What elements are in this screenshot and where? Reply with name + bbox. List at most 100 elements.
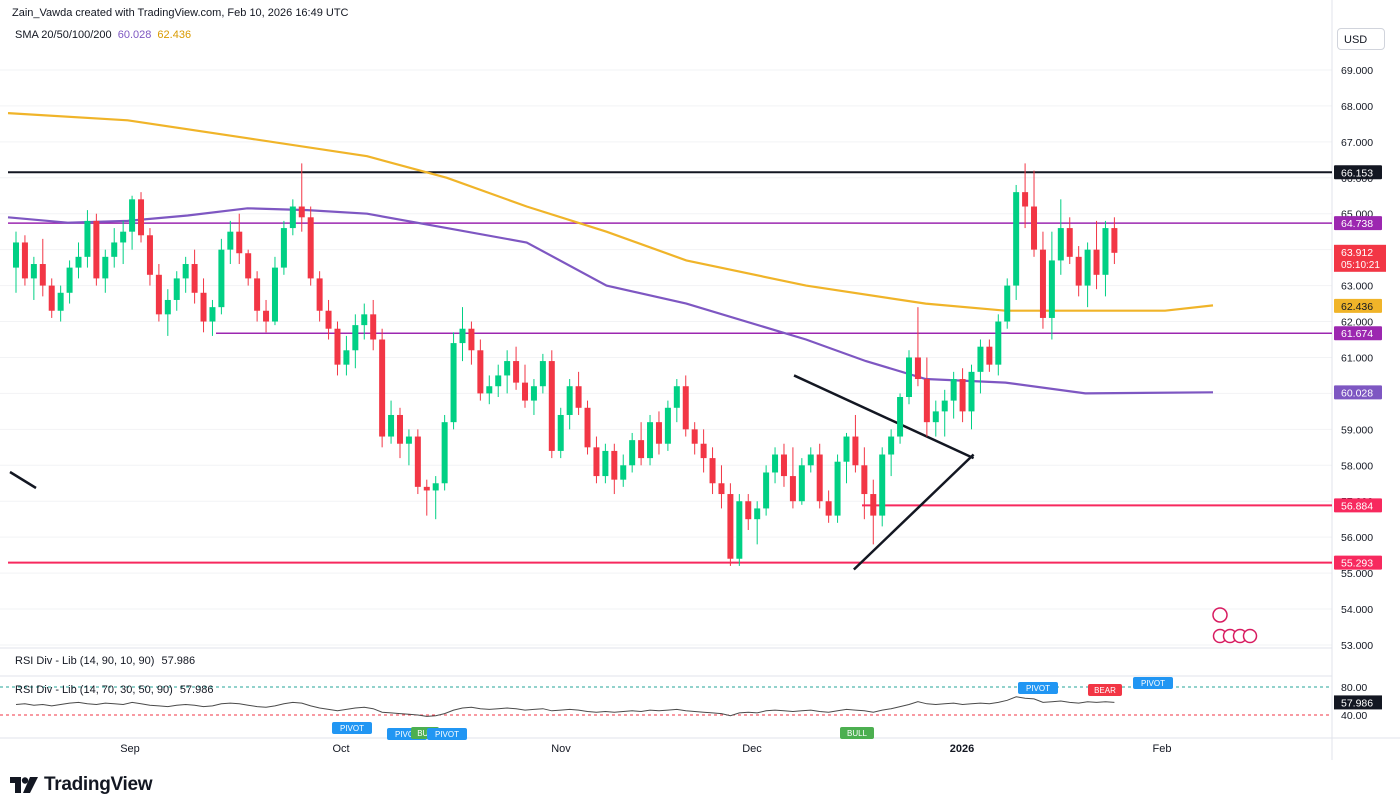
candle[interactable] [39, 238, 46, 297]
candle[interactable] [146, 228, 153, 286]
candle[interactable] [727, 483, 734, 566]
candle[interactable] [280, 220, 287, 275]
rsi-signal-tag[interactable]: BEAR [1088, 684, 1122, 696]
candle[interactable] [227, 220, 234, 265]
rsi-signal-tag[interactable]: PIVOT [1018, 682, 1058, 694]
candle[interactable] [84, 210, 91, 268]
rsi-signal-tag[interactable]: PIVOT [332, 722, 372, 734]
candle[interactable] [1031, 170, 1038, 257]
candle[interactable] [486, 375, 493, 405]
candle[interactable] [977, 339, 984, 394]
candle[interactable] [647, 414, 654, 466]
candle[interactable] [798, 458, 805, 505]
candle[interactable] [504, 350, 511, 394]
candle[interactable] [772, 447, 779, 484]
candle[interactable] [307, 206, 314, 286]
candle[interactable] [638, 422, 645, 466]
candle[interactable] [405, 429, 412, 466]
candle[interactable] [352, 314, 359, 369]
rsi-signal-tag[interactable]: PIVOT [1133, 677, 1173, 689]
time-axis[interactable]: Sep Oct Nov Dec 2026 Feb [120, 743, 1171, 755]
candle[interactable] [30, 256, 37, 300]
candle[interactable] [629, 432, 636, 473]
candle[interactable] [271, 256, 278, 326]
candle[interactable] [968, 364, 975, 430]
rsi-signal-tag[interactable]: BULL [840, 727, 874, 739]
candle[interactable] [763, 465, 770, 516]
candle[interactable] [388, 400, 395, 444]
sma-legend[interactable]: SMA 20/50/100/200 60.028 62.436 [15, 29, 191, 41]
candle[interactable] [75, 242, 82, 279]
candle[interactable] [218, 238, 225, 315]
candle[interactable] [459, 307, 466, 362]
candle[interactable] [566, 379, 573, 430]
candle[interactable] [834, 454, 841, 523]
candle[interactable] [530, 379, 537, 415]
trendlines[interactable] [9, 374, 975, 571]
candle[interactable] [593, 436, 600, 484]
rsi-signal-tag[interactable]: PIVOT [427, 728, 467, 740]
candle[interactable] [736, 494, 743, 566]
candle[interactable] [325, 299, 332, 340]
candle[interactable] [870, 479, 877, 545]
candle[interactable] [888, 429, 895, 477]
candle[interactable] [298, 163, 305, 232]
candle[interactable] [807, 447, 814, 473]
rsi-legend-1[interactable]: RSI Div - Lib (14, 90, 10, 90) 57.986 [15, 655, 195, 667]
candle[interactable] [423, 479, 430, 516]
candle[interactable] [932, 400, 939, 437]
candle[interactable] [539, 353, 546, 394]
candle[interactable] [897, 393, 904, 444]
currency-button[interactable]: USD [1337, 28, 1385, 50]
candle[interactable] [414, 429, 421, 495]
candle[interactable] [522, 364, 529, 408]
candle[interactable] [879, 447, 886, 527]
candle[interactable] [1048, 231, 1055, 340]
candle[interactable] [557, 407, 564, 459]
trendline-stub[interactable] [9, 470, 37, 490]
candle[interactable] [316, 271, 323, 322]
candle[interactable] [236, 213, 243, 265]
candle[interactable] [155, 264, 162, 322]
candle[interactable] [173, 271, 180, 311]
candle[interactable] [138, 192, 145, 243]
candle[interactable] [906, 350, 912, 405]
candle[interactable] [13, 231, 19, 293]
candle[interactable] [21, 235, 28, 286]
candle[interactable] [825, 490, 832, 523]
candle[interactable] [468, 321, 475, 365]
candle[interactable] [1093, 220, 1100, 290]
candle[interactable] [66, 260, 73, 304]
candle[interactable] [754, 501, 761, 545]
candle[interactable] [1084, 242, 1091, 308]
candle[interactable] [111, 228, 118, 268]
candle[interactable] [361, 303, 368, 340]
candle[interactable] [93, 213, 100, 286]
candle[interactable] [477, 339, 484, 401]
candle[interactable] [513, 346, 520, 390]
candle[interactable] [986, 339, 993, 372]
candle[interactable] [861, 447, 868, 520]
candle[interactable] [441, 414, 448, 491]
candle[interactable] [1013, 184, 1020, 300]
candle[interactable] [1004, 278, 1011, 329]
candle[interactable] [102, 249, 109, 293]
candle[interactable] [745, 494, 752, 530]
candle[interactable] [379, 328, 386, 448]
candle[interactable] [620, 454, 627, 487]
candle[interactable] [164, 289, 171, 336]
candle[interactable] [254, 271, 261, 322]
candle[interactable] [209, 299, 216, 336]
candle[interactable] [602, 443, 609, 484]
candle[interactable] [959, 368, 966, 423]
candle[interactable] [691, 422, 698, 455]
candle[interactable] [396, 407, 403, 459]
flash-event-icon[interactable] [1212, 607, 1228, 623]
rsi-legend-2[interactable]: RSI Div - Lib (14, 70, 30, 50, 90) 57.98… [15, 684, 213, 696]
candle[interactable] [370, 299, 377, 351]
candle[interactable] [914, 307, 921, 387]
candle[interactable] [611, 443, 618, 495]
candle[interactable] [709, 447, 716, 495]
candle[interactable] [923, 357, 930, 437]
